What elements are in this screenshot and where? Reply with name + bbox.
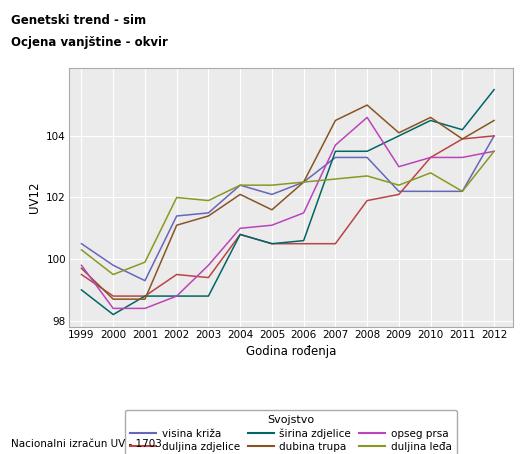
visina križa <box>237 183 243 188</box>
Line: dubina trupa: dubina trupa <box>81 105 494 299</box>
opseg prsa <box>78 262 85 268</box>
Line: visina križa: visina križa <box>81 136 494 281</box>
širina zdjelice <box>300 238 307 243</box>
Text: Nacionalni izračun UV - 1703: Nacionalni izračun UV - 1703 <box>11 439 161 449</box>
širina zdjelice <box>237 232 243 237</box>
duljina leđa <box>459 188 466 194</box>
visina križa <box>459 188 466 194</box>
dubina trupa <box>396 130 402 136</box>
opseg prsa <box>491 148 497 154</box>
duljina leđa <box>332 176 339 182</box>
širina zdjelice <box>427 118 434 123</box>
dubina trupa <box>300 179 307 185</box>
duljina leđa <box>300 179 307 185</box>
dubina trupa <box>332 118 339 123</box>
Line: duljina zdjelice: duljina zdjelice <box>81 136 494 296</box>
širina zdjelice <box>269 241 275 247</box>
Y-axis label: UV12: UV12 <box>28 182 41 213</box>
duljina leđa <box>396 183 402 188</box>
visina križa <box>427 188 434 194</box>
visina križa <box>364 155 370 160</box>
duljina zdjelice <box>491 133 497 138</box>
duljina zdjelice <box>364 198 370 203</box>
duljina zdjelice <box>174 272 180 277</box>
visina križa <box>300 179 307 185</box>
duljina zdjelice <box>300 241 307 247</box>
duljina zdjelice <box>78 272 85 277</box>
širina zdjelice <box>459 127 466 133</box>
širina zdjelice <box>110 312 116 317</box>
opseg prsa <box>364 115 370 120</box>
opseg prsa <box>459 155 466 160</box>
duljina zdjelice <box>110 293 116 299</box>
visina križa <box>205 210 212 216</box>
visina križa <box>174 213 180 219</box>
dubina trupa <box>269 207 275 212</box>
duljina leđa <box>364 173 370 178</box>
duljina zdjelice <box>205 275 212 280</box>
opseg prsa <box>332 143 339 148</box>
duljina leđa <box>427 170 434 176</box>
dubina trupa <box>237 192 243 197</box>
duljina leđa <box>205 198 212 203</box>
duljina zdjelice <box>396 192 402 197</box>
širina zdjelice <box>364 148 370 154</box>
duljina zdjelice <box>269 241 275 247</box>
opseg prsa <box>110 306 116 311</box>
visina križa <box>269 192 275 197</box>
dubina trupa <box>491 118 497 123</box>
duljina zdjelice <box>332 241 339 247</box>
dubina trupa <box>205 213 212 219</box>
širina zdjelice <box>332 148 339 154</box>
Text: Genetski trend - sim: Genetski trend - sim <box>11 14 145 27</box>
duljina leđa <box>269 183 275 188</box>
opseg prsa <box>269 222 275 228</box>
dubina trupa <box>427 115 434 120</box>
visina križa <box>78 241 85 247</box>
X-axis label: Godina rođenja: Godina rođenja <box>246 345 336 358</box>
duljina leđa <box>78 247 85 252</box>
opseg prsa <box>142 306 148 311</box>
Legend: visina križa, duljina zdjelice, širina zdjelice, dubina trupa, opseg prsa, dulji: visina križa, duljina zdjelice, širina z… <box>125 410 457 454</box>
širina zdjelice <box>78 287 85 293</box>
visina križa <box>110 262 116 268</box>
Line: duljina leđa: duljina leđa <box>81 151 494 275</box>
dubina trupa <box>459 136 466 142</box>
dubina trupa <box>110 296 116 302</box>
opseg prsa <box>300 210 307 216</box>
visina križa <box>332 155 339 160</box>
širina zdjelice <box>491 87 497 92</box>
dubina trupa <box>78 266 85 271</box>
visina križa <box>396 188 402 194</box>
širina zdjelice <box>142 293 148 299</box>
Line: opseg prsa: opseg prsa <box>81 118 494 308</box>
duljina leđa <box>237 183 243 188</box>
širina zdjelice <box>174 293 180 299</box>
dubina trupa <box>142 296 148 302</box>
duljina zdjelice <box>459 136 466 142</box>
duljina leđa <box>491 148 497 154</box>
dubina trupa <box>174 222 180 228</box>
duljina zdjelice <box>142 293 148 299</box>
opseg prsa <box>427 155 434 160</box>
duljina zdjelice <box>237 232 243 237</box>
Text: Ocjena vanjštine - okvir: Ocjena vanjštine - okvir <box>11 36 168 49</box>
duljina leđa <box>110 272 116 277</box>
duljina leđa <box>142 259 148 265</box>
dubina trupa <box>364 102 370 108</box>
opseg prsa <box>174 293 180 299</box>
duljina leđa <box>174 195 180 200</box>
opseg prsa <box>205 262 212 268</box>
opseg prsa <box>237 226 243 231</box>
širina zdjelice <box>205 293 212 299</box>
opseg prsa <box>396 164 402 169</box>
visina križa <box>142 278 148 283</box>
Line: širina zdjelice: širina zdjelice <box>81 89 494 315</box>
visina križa <box>491 133 497 138</box>
širina zdjelice <box>396 133 402 138</box>
duljina zdjelice <box>427 155 434 160</box>
